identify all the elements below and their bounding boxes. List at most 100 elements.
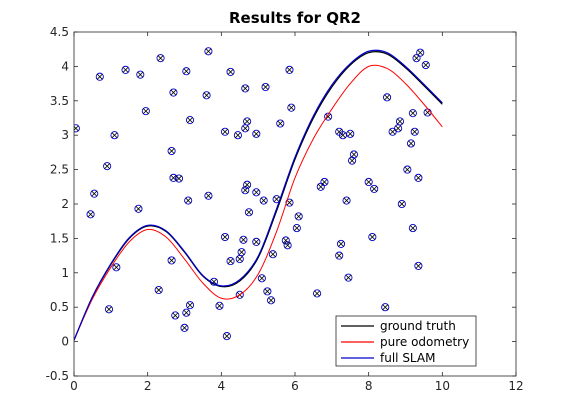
landmark-marker: [421, 60, 430, 70]
x-tick-label: 2: [144, 379, 152, 393]
landmark-marker: [222, 332, 231, 341]
landmark-marker: [348, 156, 357, 165]
landmark-marker: [259, 196, 268, 205]
landmark-marker: [416, 48, 425, 57]
landmark-marker: [182, 308, 191, 317]
landmark-marker: [349, 150, 358, 159]
landmark-marker: [220, 127, 230, 136]
x-tick-label: 6: [291, 379, 299, 393]
landmark-marker: [281, 236, 290, 245]
landmark-marker: [252, 237, 261, 246]
landmark-marker: [185, 116, 195, 125]
landmark-marker: [414, 261, 423, 270]
landmark-marker: [336, 239, 346, 248]
landmark-marker: [244, 208, 254, 217]
landmark-marker: [268, 250, 277, 259]
y-tick-label: 1: [61, 266, 69, 280]
landmark-marker: [239, 235, 248, 244]
y-tick-label: 0: [61, 335, 69, 349]
landmark-marker: [104, 305, 114, 314]
landmark-marker: [283, 241, 292, 250]
landmark-marker: [335, 251, 344, 260]
landmark-marker: [95, 72, 104, 81]
landmark-marker: [226, 67, 235, 76]
landmark-marker: [184, 196, 193, 205]
landmark-marker: [294, 212, 303, 221]
y-tick-label: 4: [61, 59, 69, 73]
ticks-layer: 0 2 4 6 8 10 12-0.500.511.522.533.544.5: [46, 25, 524, 393]
legend-label: full SLAM: [380, 351, 435, 365]
landmark-marker: [174, 174, 184, 183]
landmark-marker: [267, 296, 276, 305]
landmark-marker: [320, 177, 329, 187]
landmark-marker: [171, 311, 180, 320]
landmark-marker: [252, 188, 261, 197]
x-tick-label: 12: [508, 379, 523, 393]
landmark-marker: [272, 195, 281, 204]
landmark-marker: [182, 67, 191, 76]
landmark-marker: [408, 224, 417, 233]
landmark-marker: [237, 248, 246, 257]
landmark-marker: [136, 70, 145, 79]
landmark-marker: [344, 273, 353, 282]
x-tick-label: 10: [435, 379, 450, 393]
landmark-marker: [276, 119, 285, 128]
landmark-marker: [86, 210, 95, 219]
chart-title: Results for QR2: [229, 9, 361, 27]
y-tick-label: 1.5: [50, 231, 69, 245]
y-tick-label: 2: [61, 197, 69, 211]
landmark-marker: [285, 65, 294, 74]
landmark-marker: [141, 107, 150, 116]
y-tick-label: 4.5: [50, 25, 69, 39]
x-tick-label: 4: [218, 379, 226, 393]
landmark-marker: [252, 129, 261, 138]
landmark-marker: [110, 131, 119, 140]
series-layer: [74, 49, 443, 341]
landmark-marker: [346, 129, 355, 138]
landmark-marker: [263, 287, 272, 296]
landmark-marker: [261, 82, 270, 92]
landmark-marker: [243, 180, 252, 189]
landmark-marker: [364, 177, 373, 187]
landmark-marker: [112, 263, 121, 272]
x-tick-label: 0: [70, 379, 78, 393]
landmark-marker: [167, 256, 176, 265]
landmark-marker: [156, 54, 165, 63]
landmark-marker: [397, 199, 406, 209]
landmark-marker: [167, 146, 176, 156]
series-line-3: [74, 49, 443, 341]
landmark-marker: [220, 232, 230, 242]
landmark-marker: [342, 196, 351, 205]
landmark-marker: [412, 54, 421, 63]
landmark-marker: [103, 162, 112, 171]
legend-entry: full SLAM: [341, 351, 435, 365]
landmark-marker: [324, 112, 333, 121]
landmark-marker: [414, 173, 423, 182]
legend-label: pure odometry: [380, 335, 469, 349]
landmark-marker: [287, 103, 296, 112]
landmark-marker: [202, 91, 211, 100]
landmark-marker: [226, 257, 235, 266]
landmark-marker: [292, 224, 301, 233]
y-tick-label: 3.5: [50, 94, 69, 108]
landmark-marker: [370, 184, 379, 193]
landmarks-layer: [74, 47, 432, 341]
landmark-marker: [381, 303, 390, 312]
landmark-marker: [134, 204, 143, 213]
landmark-marker: [90, 189, 99, 198]
y-tick-label: -0.5: [46, 369, 69, 383]
x-tick-label: 8: [365, 379, 373, 393]
landmark-marker: [121, 65, 130, 74]
landmark-marker: [410, 127, 419, 136]
landmark-marker: [204, 47, 213, 56]
landmark-marker: [406, 139, 416, 148]
legend: ground truth pure odometry full SLAM: [335, 315, 477, 367]
landmark-marker: [180, 323, 189, 332]
landmark-marker: [368, 232, 377, 242]
landmark-marker: [169, 88, 178, 97]
landmark-marker: [313, 289, 322, 298]
landmark-marker: [204, 191, 213, 200]
legend-entry: pure odometry: [341, 335, 469, 349]
y-tick-label: 2.5: [50, 163, 69, 177]
y-tick-label: 0.5: [50, 300, 69, 314]
